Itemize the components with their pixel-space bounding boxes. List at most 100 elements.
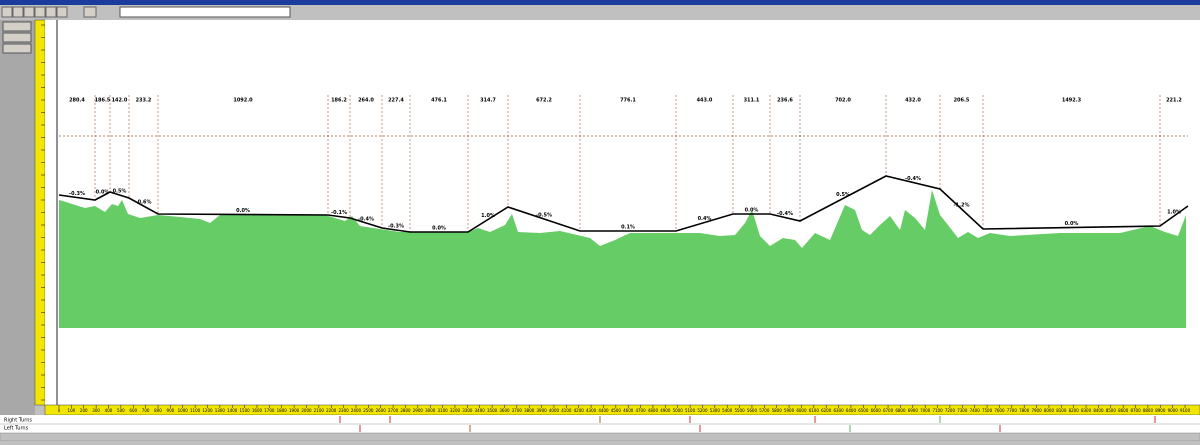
segment-length: 264.0 [358, 98, 374, 104]
grade-label: 0.0% [1065, 221, 1079, 227]
station-label: 400 [105, 408, 113, 413]
segment-dividers [94, 95, 1161, 232]
grade-label: -0.3% [388, 224, 404, 230]
station-label: 6900 [908, 408, 919, 413]
station-label: 7400 [970, 408, 981, 413]
profile-canvas [45, 20, 1200, 405]
station-label: 0 [58, 408, 61, 413]
station-label: 8400 [1093, 408, 1104, 413]
station-label: 3200 [450, 408, 461, 413]
grade-label: -0.4% [358, 217, 374, 223]
station-label: 9100 [1180, 408, 1191, 413]
segment-length: 476.1 [431, 98, 447, 104]
station-label: 8000 [1044, 408, 1055, 413]
terrain [59, 190, 1186, 328]
segment-length: 186.2 [331, 98, 347, 104]
station-label: 8200 [1069, 408, 1080, 413]
station-label: 1200 [202, 408, 213, 413]
station-label: 4300 [586, 408, 597, 413]
station-label: 7200 [945, 408, 956, 413]
station-label: 5200 [697, 408, 708, 413]
station-label: 1900 [289, 408, 300, 413]
station-label: 7100 [932, 408, 943, 413]
side-button[interactable] [2, 21, 32, 32]
tool-button[interactable] [83, 6, 97, 18]
tool-button[interactable] [34, 6, 46, 18]
segment-length: 1092.0 [233, 98, 253, 104]
tool-button[interactable] [1, 6, 13, 18]
grade-label: 0.0% [236, 208, 250, 214]
title-bar [0, 0, 1200, 5]
station-label: 5000 [673, 408, 684, 413]
tool-button[interactable] [45, 6, 57, 18]
side-button[interactable] [2, 43, 32, 54]
station-label: 1600 [252, 408, 263, 413]
tool-button[interactable] [56, 6, 68, 18]
station-label: 5900 [784, 408, 795, 413]
segment-length: 432.0 [905, 98, 921, 104]
station-label: 300 [92, 408, 100, 413]
station-label: 3400 [475, 408, 486, 413]
station-label: 200 [80, 408, 88, 413]
segment-length: 236.6 [777, 98, 793, 104]
station-label: 2600 [376, 408, 387, 413]
tool-button[interactable] [23, 6, 35, 18]
station-label: 6700 [883, 408, 894, 413]
station-label: 800 [154, 408, 162, 413]
station-label: 2000 [301, 408, 312, 413]
segment-length: 227.4 [388, 98, 404, 104]
station-label: 7900 [1031, 408, 1042, 413]
station-label: 2300 [339, 408, 350, 413]
station-label: 5500 [734, 408, 745, 413]
segment-length: 672.2 [536, 98, 552, 104]
grade-label: 1.0% [481, 213, 495, 219]
station-label: 1500 [240, 408, 251, 413]
side-button[interactable] [2, 32, 32, 43]
station-label: 5300 [710, 408, 721, 413]
segment-length: 443.0 [697, 98, 713, 104]
grade-label: 0.0% [96, 190, 110, 196]
station-label: 5700 [759, 408, 770, 413]
station-label: 7500 [982, 408, 993, 413]
station-label: 4800 [648, 408, 659, 413]
station-label: 8100 [1056, 408, 1067, 413]
station-label: 3000 [425, 408, 436, 413]
station-label: 700 [142, 408, 150, 413]
grade-label: -0.4% [777, 211, 793, 217]
grade-label: 0.0% [745, 208, 759, 214]
station-label: 2100 [314, 408, 325, 413]
station-label: 2400 [351, 408, 362, 413]
segment-length: 233.2 [136, 98, 152, 104]
station-label: 6200 [821, 408, 832, 413]
station-label: 5400 [722, 408, 733, 413]
row-label: Left Turns [4, 426, 29, 432]
tool-button[interactable] [12, 6, 24, 18]
station-label: 4900 [660, 408, 671, 413]
station-label: 7300 [957, 408, 968, 413]
station-label: 2200 [326, 408, 337, 413]
design-profile [58, 175, 1189, 233]
station-label: 4700 [635, 408, 646, 413]
station-label: 7600 [994, 408, 1005, 413]
station-label: 6100 [809, 408, 820, 413]
station-label: 5100 [685, 408, 696, 413]
row-label: Right Turns [4, 418, 32, 424]
segment-length: 776.1 [620, 98, 636, 104]
station-label: 7700 [1007, 408, 1018, 413]
toolbar-buttons[interactable] [1, 6, 97, 18]
station-label: 2700 [388, 408, 399, 413]
grade-label: -0.1% [331, 210, 347, 216]
station-label: 6300 [833, 408, 844, 413]
station-label: 2500 [363, 408, 374, 413]
grade-label: 1.0% [1167, 210, 1181, 216]
segment-length: 314.7 [480, 98, 496, 104]
station-label: 8800 [1143, 408, 1154, 413]
station-label: 3100 [438, 408, 449, 413]
input-field[interactable] [119, 6, 291, 18]
left-panel [0, 20, 35, 415]
station-label: 600 [129, 408, 137, 413]
grade-label: -0.4% [905, 176, 921, 182]
station-label: 3700 [512, 408, 523, 413]
station-label: 8900 [1155, 408, 1166, 413]
